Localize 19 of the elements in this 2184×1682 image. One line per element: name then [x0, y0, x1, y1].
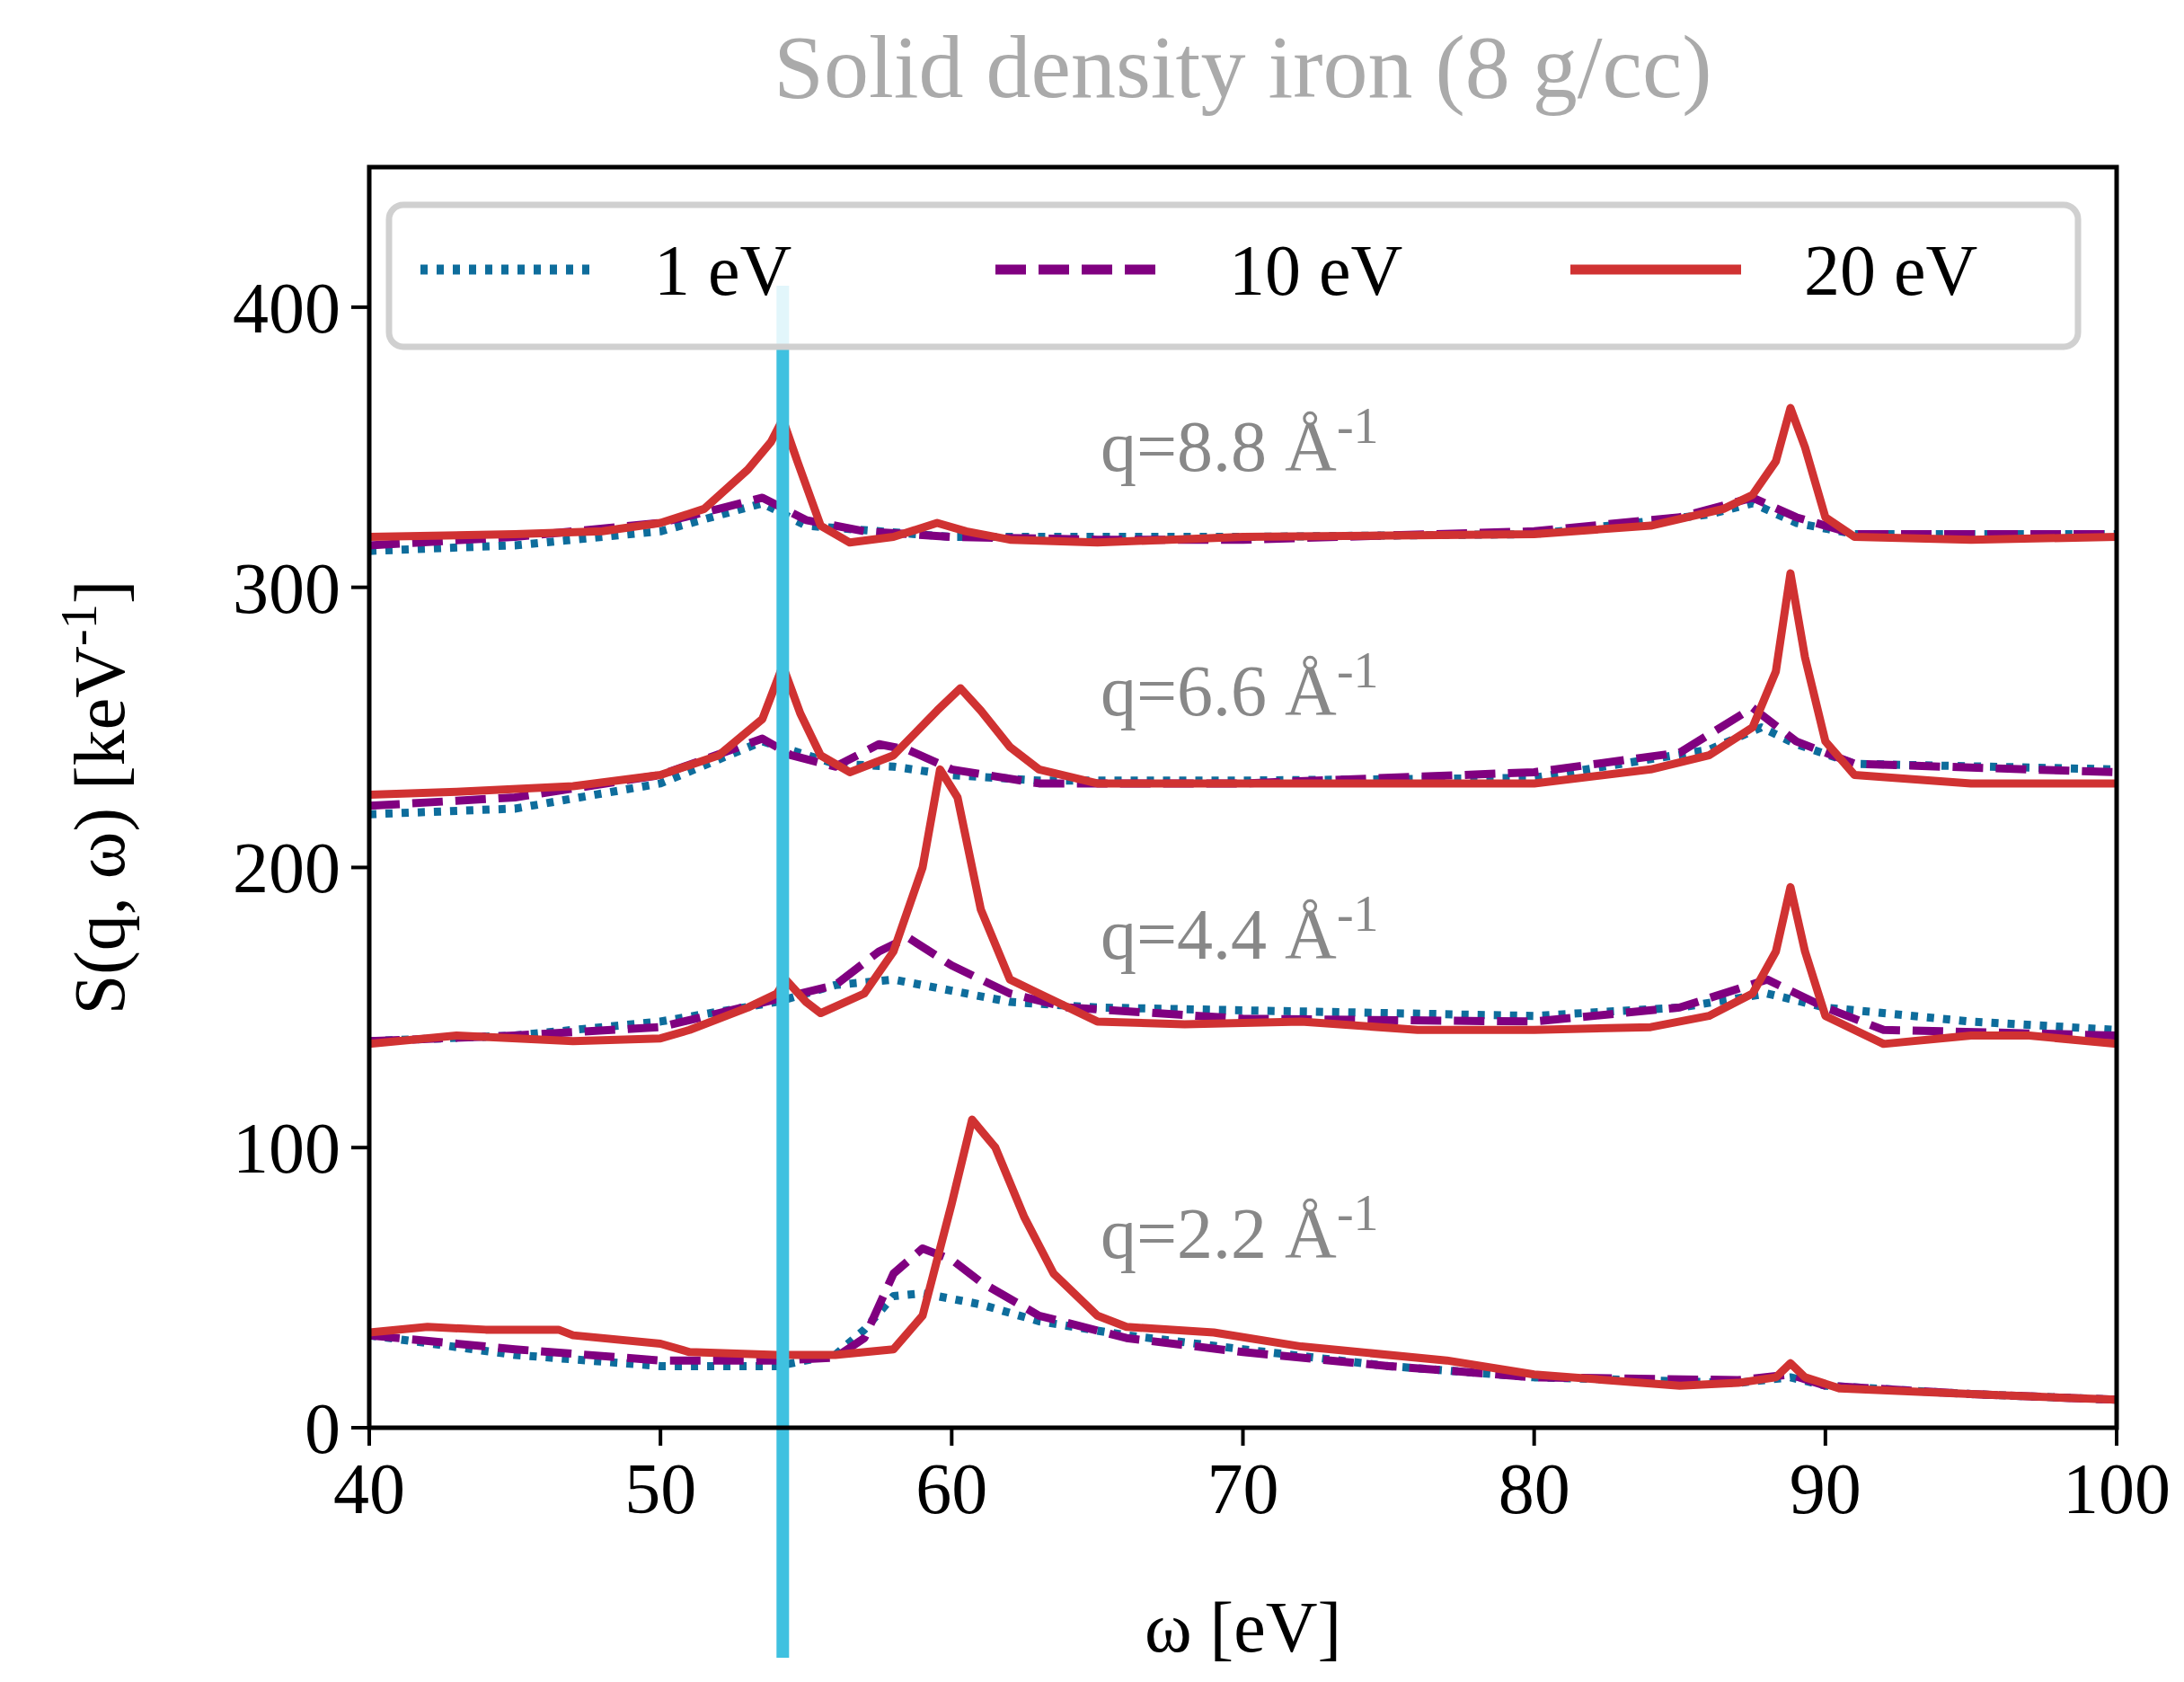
x-tick-label: 60 [915, 1449, 988, 1528]
annotation: q=6.6 Å$^{-1}$ [1101, 642, 1379, 730]
annotation: q=2.2 Å$^{-1}$ [1101, 1185, 1379, 1273]
chart-title: Solid density iron (8 g/cc) [774, 17, 1712, 117]
legend-label: 10 eV [1229, 231, 1403, 310]
x-tick-label: 90 [1789, 1449, 1861, 1528]
x-tick-label: 70 [1207, 1449, 1279, 1528]
annotation: q=8.8 Å$^{-1}$ [1101, 398, 1379, 486]
annotation: q=4.4 Å$^{-1}$ [1101, 886, 1379, 974]
y-tick-label: 300 [233, 548, 340, 628]
y-tick-label: 200 [233, 828, 340, 908]
x-tick-label: 80 [1498, 1449, 1570, 1528]
legend-label: 1 eV [654, 231, 792, 310]
x-tick-label: 100 [2063, 1449, 2171, 1528]
x-tick-label: 50 [624, 1449, 697, 1528]
y-tick-label: 100 [233, 1109, 340, 1189]
y-tick-label: 400 [233, 268, 340, 348]
legend-label: 20 eV [1804, 231, 1978, 310]
x-axis-title: ω [eV] [1144, 1588, 1342, 1667]
